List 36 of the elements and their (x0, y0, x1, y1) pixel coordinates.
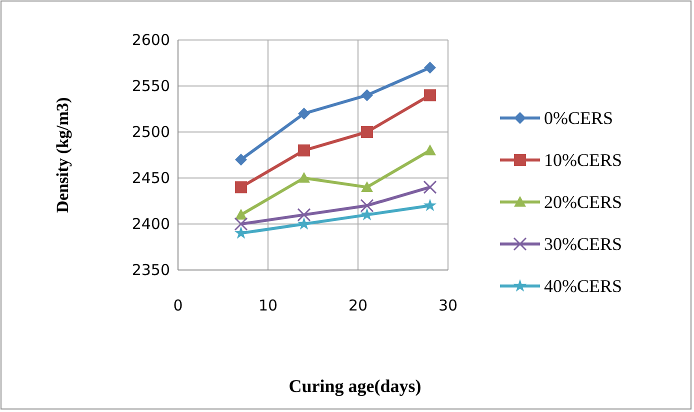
point (235, 181, 247, 194)
legend-label: 30%CERS (544, 234, 622, 254)
x-tick-label: 20 (348, 296, 368, 315)
legend-label: 20%CERS (544, 192, 622, 212)
y-tick-label: 2450 (132, 168, 170, 187)
point (424, 89, 436, 102)
x-axis-title: Curing age(days) (288, 376, 422, 396)
y-tick-label: 2500 (132, 122, 170, 141)
point (423, 180, 437, 194)
point (360, 208, 374, 220)
legend-label: 0%CERS (544, 108, 614, 128)
point (297, 217, 311, 230)
point (361, 126, 373, 138)
point (234, 217, 248, 231)
point (424, 144, 436, 156)
y-tick-label: 2600 (132, 30, 170, 49)
point (298, 108, 310, 120)
y-tick-label: 2350 (132, 260, 170, 279)
point (361, 89, 373, 102)
y-axis-title: Density (kg/m3) (53, 97, 72, 213)
point (298, 144, 310, 156)
x-tick-label: 30 (438, 296, 458, 315)
point (361, 181, 373, 192)
legend-label: 10%CERS (544, 150, 622, 170)
point (297, 208, 311, 222)
point (423, 198, 437, 212)
y-tick-label: 2400 (132, 214, 170, 233)
point (424, 62, 436, 74)
point (235, 208, 247, 220)
x-tick-label: 10 (258, 296, 278, 315)
x-tick-label: 0 (173, 296, 183, 315)
point (235, 154, 247, 166)
legend-label: 40%CERS (544, 276, 622, 296)
point (360, 198, 374, 212)
point (298, 172, 310, 183)
y-tick-label: 2550 (132, 76, 170, 95)
